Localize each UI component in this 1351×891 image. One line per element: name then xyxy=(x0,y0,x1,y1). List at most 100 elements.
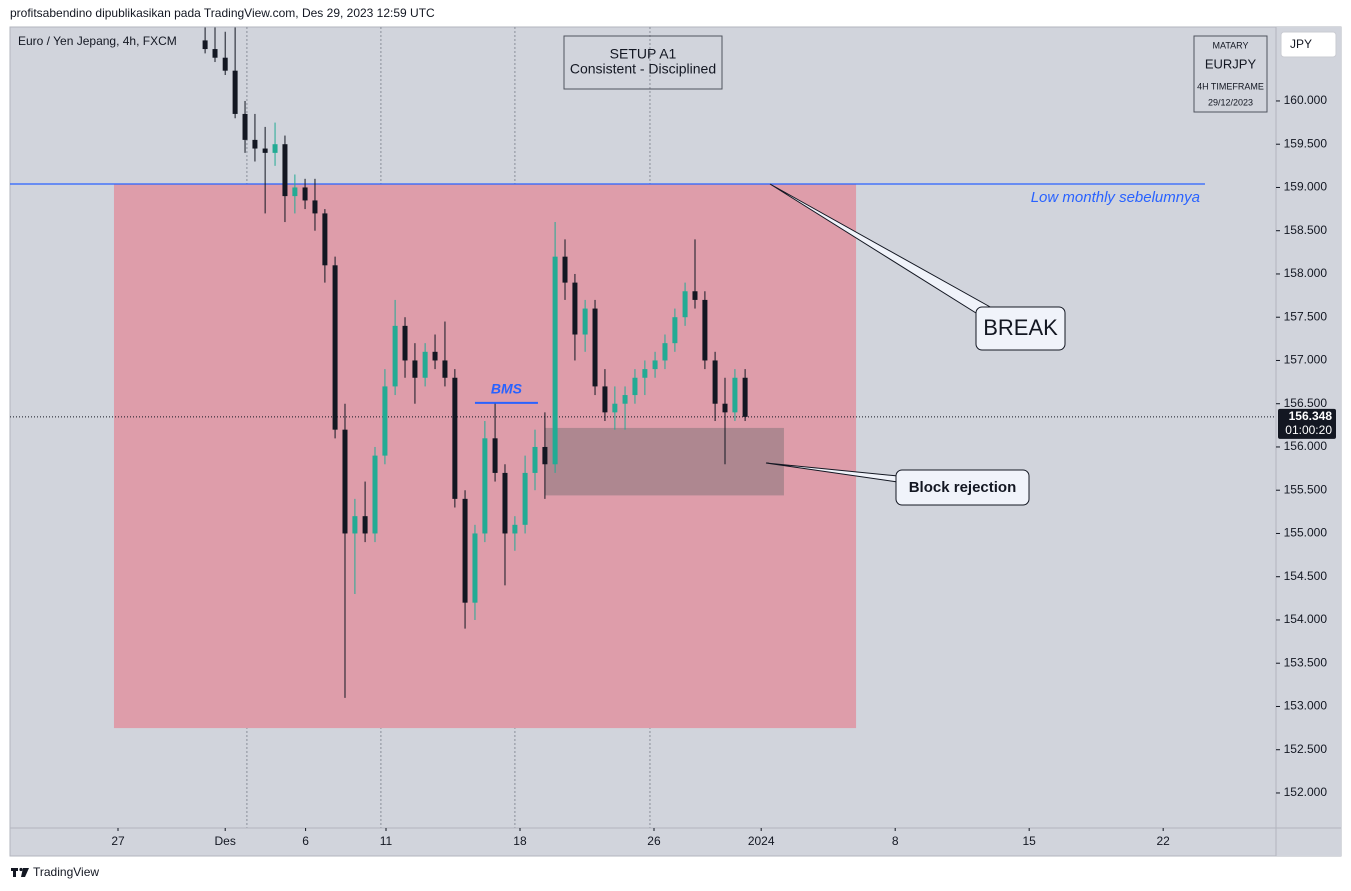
setup-title: SETUP A1 xyxy=(610,46,677,62)
watermark-date: 29/12/2023 xyxy=(1208,97,1253,107)
currency-label[interactable]: JPY xyxy=(1290,37,1312,51)
candle-body xyxy=(302,187,308,201)
x-tick-label: 26 xyxy=(647,834,661,848)
y-tick-label: 158.000 xyxy=(1284,266,1328,280)
x-tick-label: 2024 xyxy=(748,834,775,848)
y-tick-label: 153.500 xyxy=(1284,655,1328,669)
candle-body xyxy=(472,533,478,603)
candle-body xyxy=(452,377,458,499)
candle-body xyxy=(342,429,348,534)
y-tick-label: 156.000 xyxy=(1284,439,1328,453)
candle-body xyxy=(682,291,688,318)
last-price-label: 156.348 xyxy=(1289,409,1333,423)
x-tick-label: 15 xyxy=(1022,834,1036,848)
candle-body xyxy=(352,516,358,534)
candle-body xyxy=(422,351,428,378)
candle-body xyxy=(432,351,438,361)
tv-logo xyxy=(11,867,29,877)
candle-body xyxy=(592,308,598,387)
candle-body xyxy=(252,139,258,149)
candle-body xyxy=(522,472,528,525)
candle-body xyxy=(632,377,638,396)
x-tick-label: Des xyxy=(215,834,236,848)
x-tick-label: 18 xyxy=(513,834,527,848)
setup-subtitle: Consistent - Disciplined xyxy=(570,61,716,77)
candle-body xyxy=(322,213,328,266)
candle-body xyxy=(512,524,518,534)
candle-body xyxy=(392,325,398,387)
candle-body xyxy=(232,70,238,114)
candle-body xyxy=(732,377,738,413)
candle-body xyxy=(692,291,698,300)
setup-box xyxy=(563,35,723,90)
block-rejection-zone xyxy=(544,427,784,496)
candle-body xyxy=(242,113,248,140)
watermark-timeframe: 4H TIMEFRAME xyxy=(1197,81,1264,91)
candle-body xyxy=(542,446,548,465)
candle-body xyxy=(372,455,378,534)
candle-body xyxy=(282,144,288,197)
x-tick-label: 11 xyxy=(380,834,393,848)
candle-body xyxy=(742,377,748,417)
candle-body xyxy=(412,360,418,378)
y-tick-label: 158.500 xyxy=(1284,223,1328,237)
candle-body xyxy=(262,148,268,153)
footer-brand: TradingView xyxy=(33,865,99,879)
candle-body xyxy=(582,308,588,335)
candle-body xyxy=(702,299,708,361)
candle-body xyxy=(672,317,678,344)
candle-body xyxy=(212,49,218,58)
candle-body xyxy=(612,403,618,413)
candle-body xyxy=(532,446,538,473)
block-label: Block rejection xyxy=(909,479,1017,496)
x-tick-label: 8 xyxy=(892,834,899,848)
watermark-box xyxy=(1193,35,1268,113)
candle-body xyxy=(312,200,318,214)
low-monthly-label: Low monthly sebelumnya xyxy=(1031,189,1200,206)
candle-body xyxy=(642,369,648,378)
y-tick-label: 153.000 xyxy=(1284,699,1328,713)
candle-body xyxy=(552,256,558,465)
currency-button[interactable] xyxy=(1280,31,1337,58)
candle-body xyxy=(292,187,298,197)
last-price-box xyxy=(1278,408,1336,439)
candle-body xyxy=(462,498,468,603)
candle-body xyxy=(482,438,488,534)
candle-body xyxy=(382,386,388,456)
y-tick-label: 154.000 xyxy=(1284,612,1328,626)
candle-body xyxy=(222,57,228,71)
y-tick-label: 155.000 xyxy=(1284,526,1328,540)
watermark-symbol: EURJPY xyxy=(1205,56,1257,71)
x-tick-label: 22 xyxy=(1156,834,1170,848)
y-tick-label: 157.000 xyxy=(1284,353,1328,367)
y-tick-label: 155.500 xyxy=(1284,482,1328,496)
break-box xyxy=(975,306,1066,351)
y-tick-label: 160.000 xyxy=(1284,93,1328,107)
candle-body xyxy=(652,360,658,370)
bms-label: BMS xyxy=(491,381,523,397)
candle-body xyxy=(502,472,508,534)
candle-body xyxy=(712,360,718,404)
break-label: BREAK xyxy=(983,315,1058,340)
symbol-title: Euro / Yen Jepang, 4h, FXCM xyxy=(18,34,177,48)
countdown-label: 01:00:20 xyxy=(1285,423,1332,437)
y-tick-label: 154.500 xyxy=(1284,569,1328,583)
x-tick-label: 6 xyxy=(302,834,309,848)
y-tick-label: 159.000 xyxy=(1284,180,1328,194)
y-tick-label: 152.500 xyxy=(1284,742,1328,756)
candle-body xyxy=(662,343,668,361)
x-tick-label: 27 xyxy=(111,834,125,848)
candle-body xyxy=(332,265,338,430)
y-tick-label: 157.500 xyxy=(1284,309,1328,323)
block-box xyxy=(895,469,1030,506)
candle-body xyxy=(602,386,608,413)
candle-body xyxy=(402,325,408,361)
candle-body xyxy=(572,282,578,335)
y-tick-label: 159.500 xyxy=(1284,136,1328,150)
candle-body xyxy=(722,403,728,413)
price-axis-bg xyxy=(1276,27,1341,856)
candle-body xyxy=(362,516,368,534)
publisher: profitsabendino dipublikasikan pada Trad… xyxy=(10,6,435,20)
candle-body xyxy=(562,256,568,283)
